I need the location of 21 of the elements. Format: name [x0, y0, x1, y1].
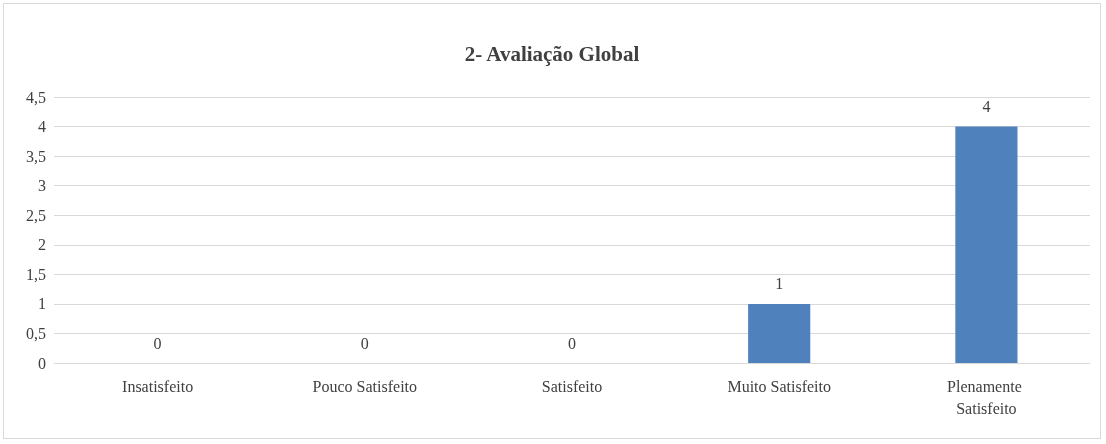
data-label: 0 — [568, 334, 576, 352]
y-tick-label: 4,5 — [26, 88, 46, 106]
y-tick-label: 1 — [38, 295, 46, 313]
y-tick-label: 2 — [38, 236, 46, 254]
x-tick-label: Muito Satisfeito — [727, 377, 831, 395]
chart-title: 2- Avaliação Global — [464, 41, 640, 66]
x-tick-label: Plenamente Satisfeito — [947, 377, 1026, 417]
data-label: 0 — [360, 334, 369, 352]
y-tick-label: 0,5 — [26, 324, 46, 342]
y-tick-label: 4 — [38, 118, 46, 136]
y-tick-label: 3 — [38, 177, 46, 195]
data-label: 1 — [775, 275, 784, 293]
y-tick-label: 3,5 — [26, 147, 46, 165]
data-label: 4 — [982, 98, 991, 116]
x-tick-label: Insatisfeito — [122, 377, 194, 395]
y-tick-label: 0 — [38, 354, 46, 372]
x-tick-label: Satisfeito — [541, 377, 603, 395]
data-label: 0 — [153, 334, 162, 352]
y-tick-label: 2,5 — [26, 206, 46, 224]
x-tick-label: Pouco Satisfeito — [312, 377, 418, 395]
y-tick-label: 1,5 — [26, 265, 46, 283]
